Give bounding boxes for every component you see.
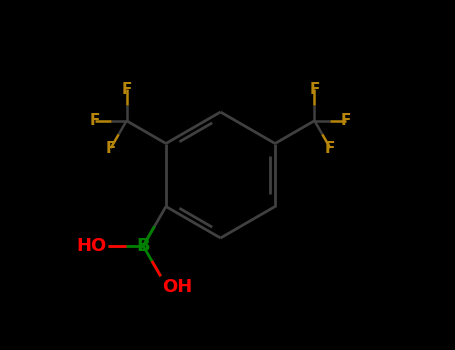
Text: F: F [106,141,116,155]
Text: OH: OH [162,278,192,296]
Text: F: F [121,82,132,97]
Text: F: F [90,113,100,128]
Text: F: F [341,113,351,128]
Text: B: B [136,237,150,255]
Text: F: F [325,141,335,155]
Text: F: F [309,82,320,97]
Text: HO: HO [76,237,106,255]
